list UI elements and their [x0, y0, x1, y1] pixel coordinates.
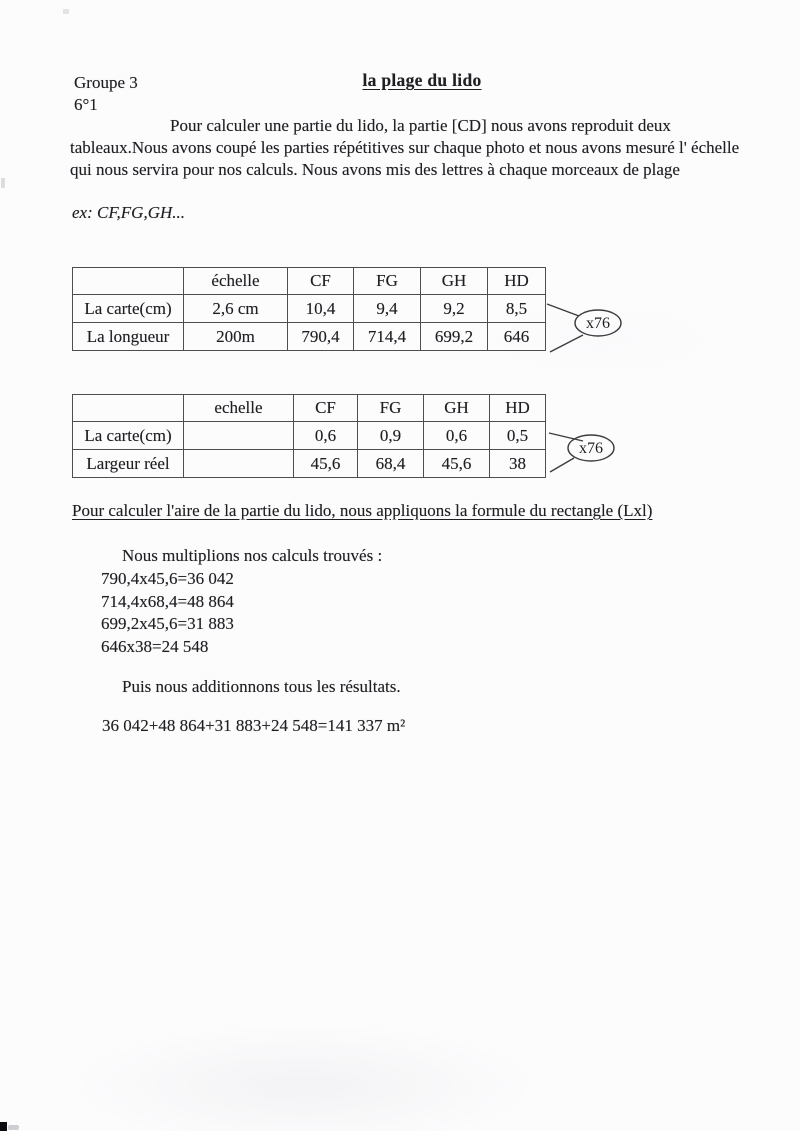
annotation-line	[548, 432, 584, 442]
calculation-line: 790,4x45,6=36 042	[101, 569, 234, 588]
calculation-line: 699,2x45,6=31 883	[101, 614, 234, 634]
value-cell: 0,5	[489, 421, 546, 450]
calculation-lines: 790,4x45,6=36 042 714,4x68,4=48 864 699,…	[101, 568, 234, 658]
sum-intro: Puis nous additionnons tous les résultat…	[122, 677, 401, 696]
value-cell: 8,5	[487, 294, 546, 323]
table-longueur: échelle CF FG GH HD La carte(cm) 2,6 cm …	[72, 267, 546, 351]
value-cell: 45,6	[293, 449, 358, 478]
value-cell: 10,4	[287, 294, 354, 323]
header-cell: FG	[353, 267, 421, 295]
formula-heading: Pour calculer l'aire de la partie du lid…	[72, 501, 653, 520]
table-row: La carte(cm) 2,6 cm 10,4 9,4 9,2 8,5	[72, 294, 546, 323]
group-label: Groupe 3	[74, 73, 138, 92]
value-cell: 45,6	[423, 449, 490, 478]
value-cell: 699,2	[420, 322, 488, 351]
header-cell: echelle	[183, 394, 294, 422]
row-label-cell: La longueur	[72, 322, 184, 351]
row-label-cell: La carte(cm)	[72, 421, 184, 450]
header-cell	[72, 267, 184, 295]
value-cell	[183, 421, 294, 450]
page-title: la plage du lido	[362, 70, 482, 90]
multiplier-label: x76	[586, 315, 610, 332]
scan-artifact-smudge	[8, 1125, 19, 1130]
annotation-line	[546, 303, 580, 317]
value-cell: 646	[487, 322, 546, 351]
scan-artifact-corner	[0, 1122, 7, 1131]
header-cell: GH	[423, 394, 490, 422]
header-cell: HD	[487, 267, 546, 295]
value-cell: 38	[489, 449, 546, 478]
annotation-line	[549, 334, 584, 353]
header-cell: HD	[489, 394, 546, 422]
calculation-line: 714,4x68,4=48 864	[101, 591, 234, 611]
table-header-row: echelle CF FG GH HD	[72, 394, 546, 422]
row-label-cell: La carte(cm)	[72, 294, 184, 323]
value-cell: 2,6 cm	[183, 294, 288, 323]
multiplier-label: x76	[579, 440, 603, 457]
document-header-left: Groupe 3 6°1	[74, 72, 138, 116]
value-cell: 9,2	[420, 294, 488, 323]
calculation-line: 646x38=24 548	[101, 636, 209, 656]
multiply-intro: Nous multiplions nos calculs trouvés :	[122, 546, 383, 565]
scan-artifact-speck	[63, 9, 69, 14]
table-header-row: échelle CF FG GH HD	[72, 267, 546, 295]
example-line: ex: CF,FG,GH...	[72, 203, 185, 222]
value-cell	[183, 449, 294, 478]
header-cell: CF	[293, 394, 358, 422]
multiplier-annotation: x76	[546, 303, 622, 353]
table-largeur: echelle CF FG GH HD La carte(cm) 0,6 0,9…	[72, 394, 546, 478]
value-cell: 790,4	[287, 322, 354, 351]
multiplier-ellipse	[567, 434, 615, 462]
header-cell: échelle	[183, 267, 288, 295]
row-label-cell: Largeur réel	[72, 449, 184, 478]
value-cell: 714,4	[353, 322, 421, 351]
table-row: La longueur 200m 790,4 714,4 699,2 646	[72, 322, 546, 351]
intro-paragraph: Pour calculer une partie du lido, la par…	[70, 116, 740, 179]
table-row: La carte(cm) 0,6 0,9 0,6 0,5	[72, 421, 546, 450]
value-cell: 0,6	[293, 421, 358, 450]
table-row: Largeur réel 45,6 68,4 45,6 38	[72, 449, 546, 478]
annotation-line	[549, 457, 575, 473]
value-cell: 0,6	[423, 421, 490, 450]
sum-result-line: 36 042+48 864+31 883+24 548=141 337 m²	[102, 716, 406, 735]
multiplier-annotation: x76	[548, 432, 615, 473]
multiplier-ellipse	[574, 309, 622, 337]
header-cell: FG	[357, 394, 424, 422]
value-cell: 9,4	[353, 294, 421, 323]
value-cell: 68,4	[357, 449, 424, 478]
header-cell	[72, 394, 184, 422]
value-cell: 200m	[183, 322, 288, 351]
scan-artifact-edge	[1, 178, 5, 188]
header-cell: CF	[287, 267, 354, 295]
header-cell: GH	[420, 267, 488, 295]
class-label: 6°1	[74, 95, 98, 114]
value-cell: 0,9	[357, 421, 424, 450]
